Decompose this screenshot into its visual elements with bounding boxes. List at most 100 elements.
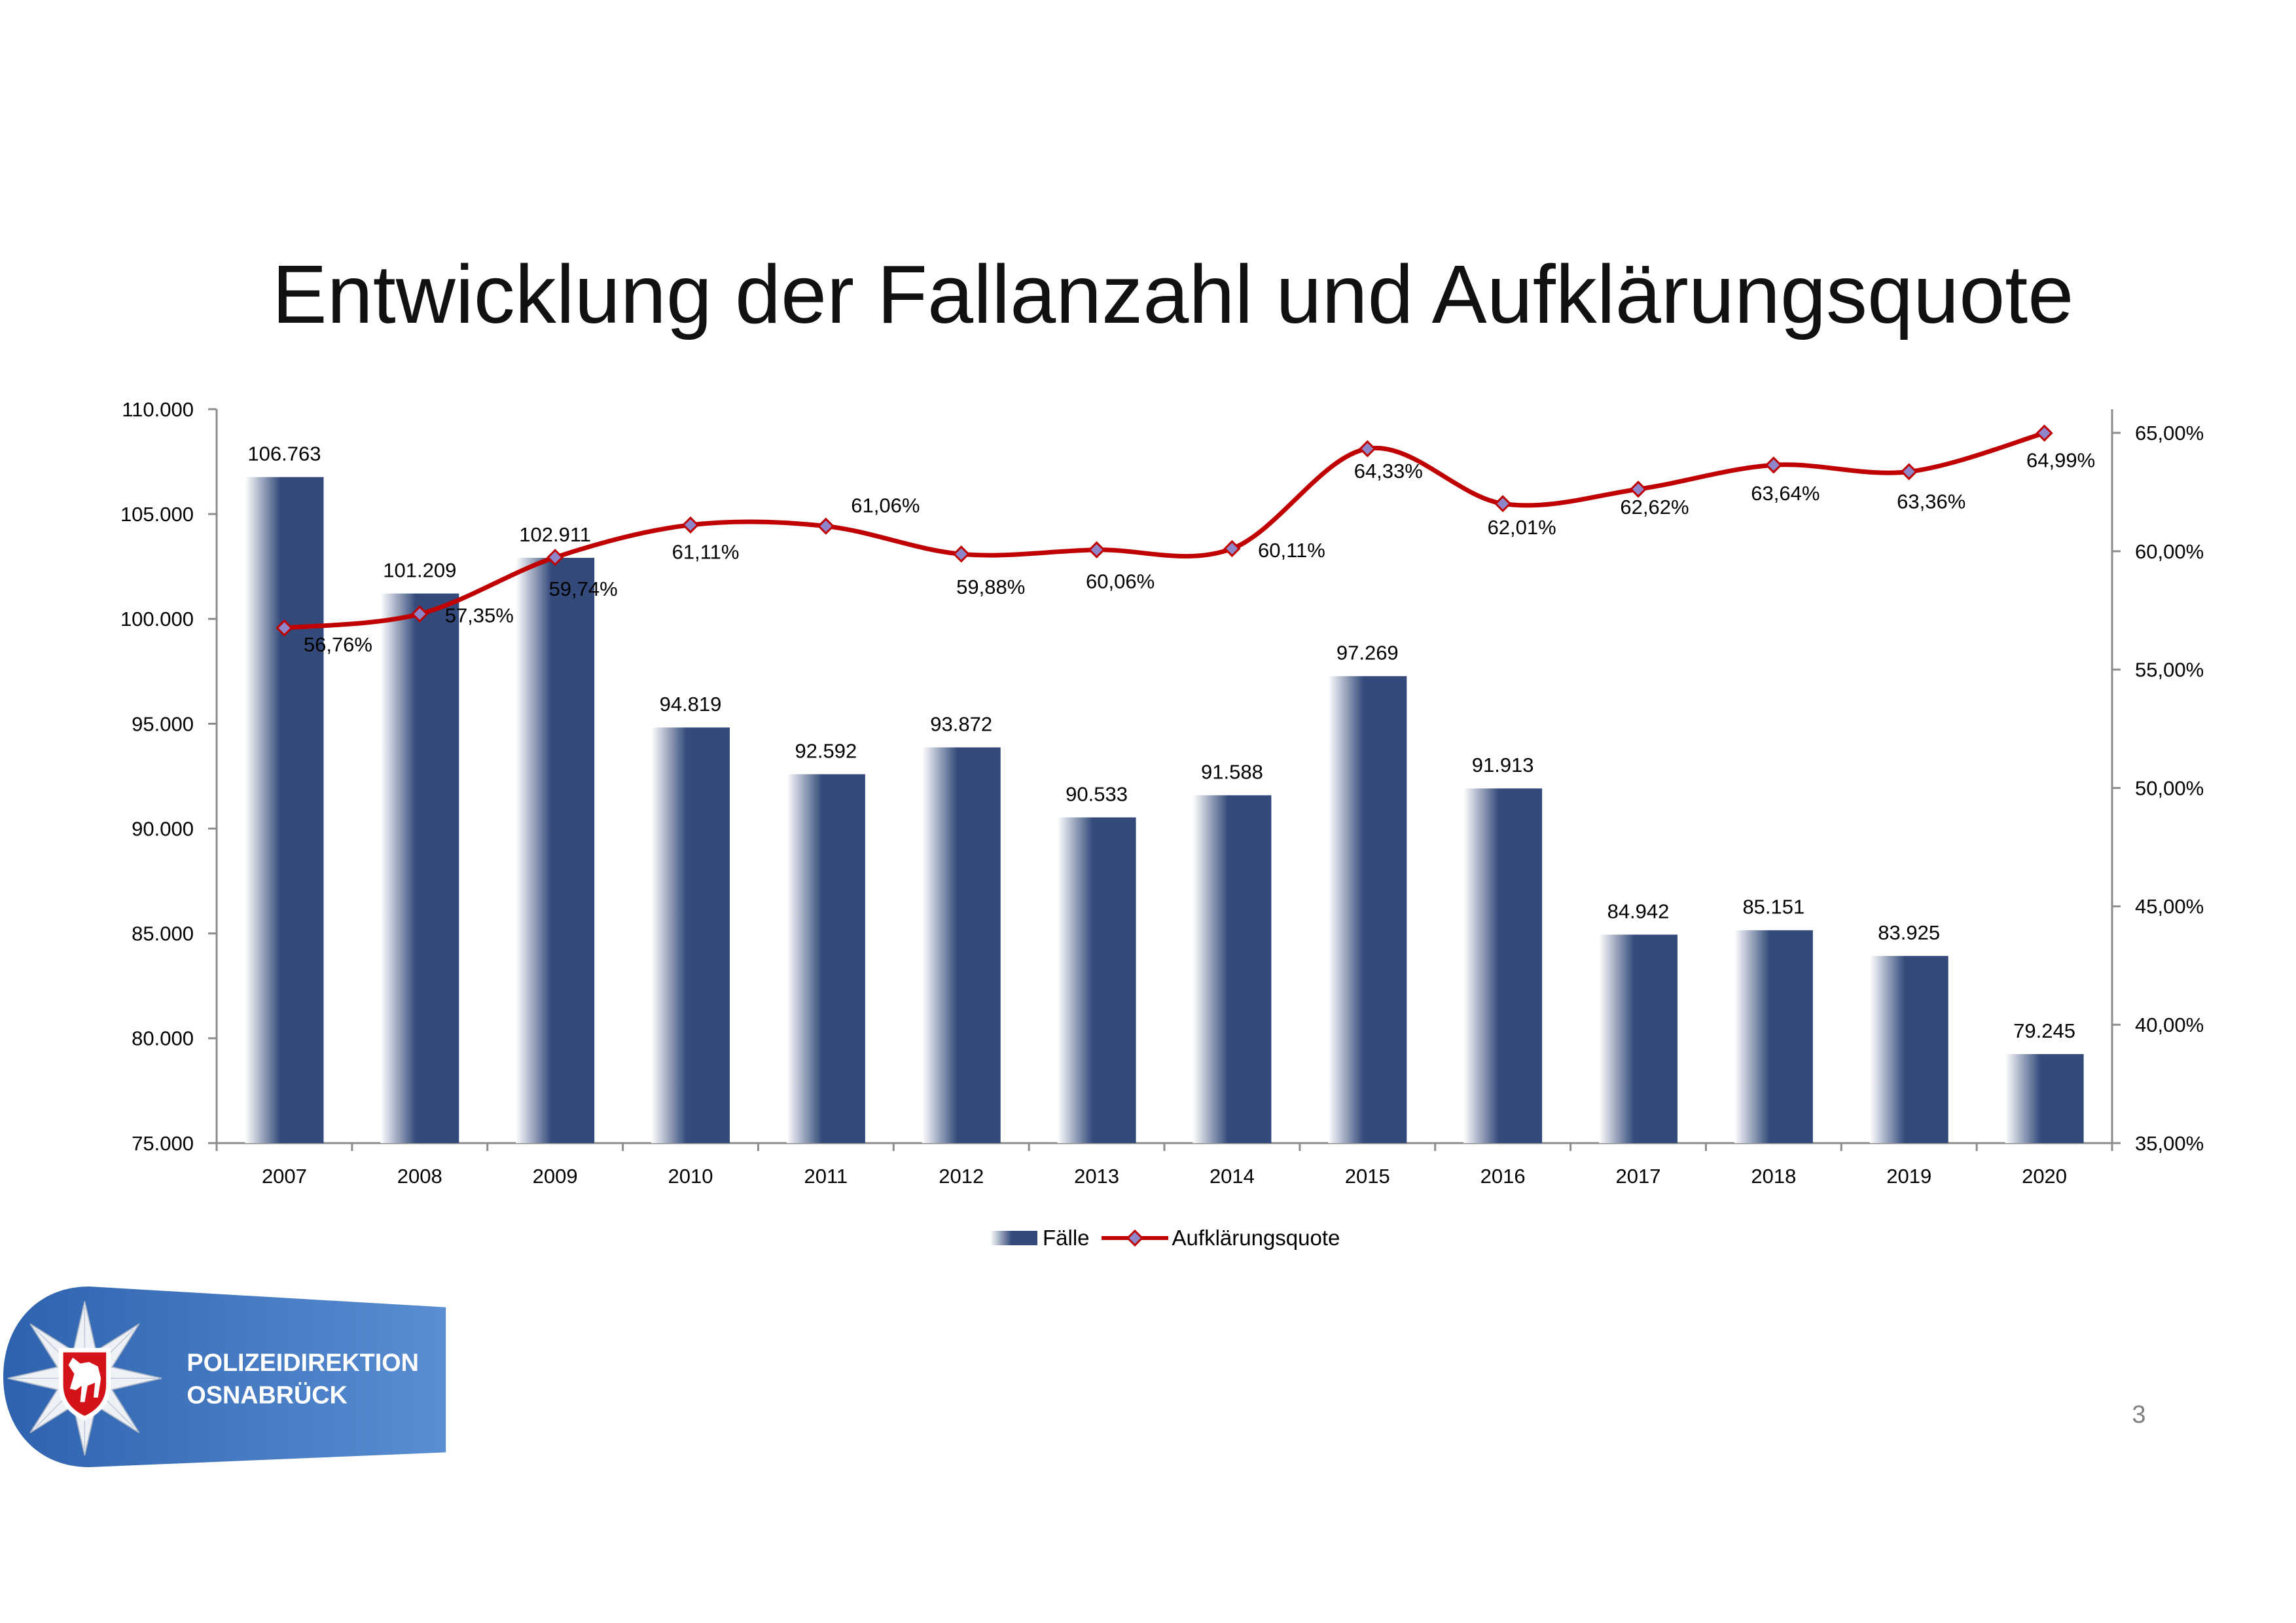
right-axis-tick-label: 45,00%	[2135, 895, 2204, 918]
bar-value-label: 84.942	[1607, 900, 1670, 922]
polizeidirektion-logo: POLIZEIDIREKTION OSNABRÜCK	[3, 1286, 446, 1467]
line-marker	[276, 619, 293, 637]
x-axis-tick-label: 2009	[533, 1165, 578, 1188]
left-axis-tick-label: 105.000	[120, 503, 194, 526]
line-marker	[1765, 456, 1782, 474]
bar	[651, 727, 730, 1143]
bar	[1869, 956, 1948, 1143]
x-axis-tick-label: 2017	[1616, 1165, 1661, 1188]
bar	[380, 593, 459, 1143]
right-axis-tick-label: 50,00%	[2135, 776, 2204, 799]
right-axis-tick-label: 35,00%	[2135, 1132, 2204, 1155]
line-value-label: 57,35%	[445, 604, 514, 627]
left-axis-tick-label: 85.000	[132, 922, 194, 945]
bar-value-label: 97.269	[1336, 642, 1399, 665]
x-axis-tick-label: 2015	[1345, 1165, 1390, 1188]
x-axis-tick-label: 2013	[1074, 1165, 1119, 1188]
left-axis-tick-label: 90.000	[132, 817, 194, 840]
logo-line-1: POLIZEIDIREKTION	[187, 1349, 418, 1377]
right-axis-tick-label: 60,00%	[2135, 540, 2204, 563]
legend-swatch-faelle	[990, 1231, 1037, 1245]
chart-legend: Fälle Aufklärungsquote	[990, 1222, 1340, 1254]
x-axis-tick-label: 2007	[262, 1165, 307, 1188]
line-value-label: 59,74%	[549, 577, 618, 600]
line-value-label: 62,62%	[1620, 496, 1689, 519]
bar-value-label: 94.819	[660, 693, 722, 716]
left-axis-tick-label: 110.000	[122, 398, 194, 421]
line-value-label: 62,01%	[1488, 516, 1556, 539]
line-marker	[817, 517, 834, 535]
line-value-label: 63,36%	[1897, 490, 1965, 513]
right-axis-tick-label: 65,00%	[2135, 422, 2204, 445]
bar	[1328, 676, 1407, 1143]
right-axis-tick-label: 40,00%	[2135, 1013, 2204, 1036]
bar-value-label: 91.588	[1201, 761, 1263, 784]
bar	[1193, 795, 1272, 1143]
x-axis-tick-label: 2008	[397, 1165, 442, 1188]
x-axis-tick-label: 2010	[668, 1165, 713, 1188]
chart-title: Entwicklung der Fallanzahl und Aufklärun…	[272, 248, 2074, 340]
page-number: 3	[2132, 1401, 2146, 1429]
line-value-label: 60,11%	[1258, 539, 1325, 562]
legend-label-aufklaerungsquote: Aufklärungsquote	[1172, 1226, 1340, 1250]
left-axis-tick-label: 95.000	[132, 712, 194, 735]
x-axis-tick-label: 2011	[804, 1165, 848, 1188]
bar	[245, 477, 324, 1143]
bar-value-label: 79.245	[2013, 1019, 2075, 1042]
bar	[786, 774, 865, 1143]
line-marker	[1359, 440, 1376, 458]
bar-value-label: 85.151	[1742, 896, 1804, 919]
bar	[1463, 788, 1543, 1143]
line-value-label: 59,88%	[956, 575, 1025, 598]
bar-value-label: 93.872	[930, 712, 992, 735]
line-path	[284, 431, 2045, 630]
bar-value-label: 101.209	[383, 558, 456, 581]
bar	[1734, 930, 1813, 1143]
bar-value-label: 83.925	[1878, 921, 1940, 944]
line-marker	[2036, 424, 2053, 442]
bar	[922, 747, 1001, 1143]
line-value-label: 64,33%	[1354, 460, 1423, 483]
x-axis-tick-label: 2016	[1480, 1165, 1526, 1188]
bar-value-label: 106.763	[247, 443, 321, 465]
x-axis-tick-label: 2019	[1886, 1165, 1931, 1188]
left-axis-tick-label: 80.000	[132, 1027, 194, 1050]
x-axis-tick-label: 2014	[1210, 1165, 1255, 1188]
line-marker	[952, 545, 970, 563]
line-value-label: 61,11%	[672, 541, 740, 564]
line-value-label: 64,99%	[2026, 448, 2095, 471]
line-marker	[1088, 541, 1105, 558]
bar	[2005, 1054, 2084, 1143]
x-axis-tick-label: 2018	[1751, 1165, 1796, 1188]
bar-value-label: 90.533	[1066, 782, 1128, 805]
line-marker	[1494, 495, 1512, 513]
logo-line-2: OSNABRÜCK	[187, 1382, 347, 1410]
line-value-label: 61,06%	[851, 494, 920, 517]
right-axis-tick-label: 55,00%	[2135, 659, 2204, 682]
line-value-label: 63,64%	[1751, 482, 1820, 505]
chart-labels: 75.000 80.000 85.000 90.000 95.000 100.000 105…	[120, 398, 2204, 1188]
shield-horse-icon	[58, 1347, 111, 1421]
left-axis-tick-label: 100.000	[120, 608, 194, 630]
bar-value-label: 102.911	[519, 523, 591, 546]
bar-value-label: 92.592	[795, 739, 857, 762]
bar	[1057, 817, 1136, 1143]
bar-value-label: 91.913	[1472, 754, 1534, 776]
line-marker	[1223, 539, 1241, 558]
bar-series-faelle	[245, 477, 2084, 1143]
logo-banner	[3, 1286, 446, 1467]
combo-chart: 75.000 80.000 85.000 90.000 95.000 100.000 105…	[120, 398, 2204, 1188]
line-marker	[1629, 481, 1647, 498]
line-value-label: 60,06%	[1086, 570, 1155, 593]
line-marker	[681, 516, 700, 534]
x-axis-tick-label: 2020	[2022, 1165, 2067, 1188]
left-axis-tick-label: 75.000	[132, 1132, 194, 1155]
bar	[516, 558, 595, 1143]
x-axis-tick-label: 2012	[939, 1165, 984, 1188]
line-marker	[1900, 463, 1918, 481]
line-series-aufklaerungsquote	[276, 424, 2053, 637]
bar	[1599, 934, 1677, 1143]
legend-label-faelle: Fälle	[1043, 1226, 1090, 1250]
line-marker	[547, 549, 564, 566]
legend-swatch-aufklaerungsquote	[1101, 1229, 1168, 1247]
